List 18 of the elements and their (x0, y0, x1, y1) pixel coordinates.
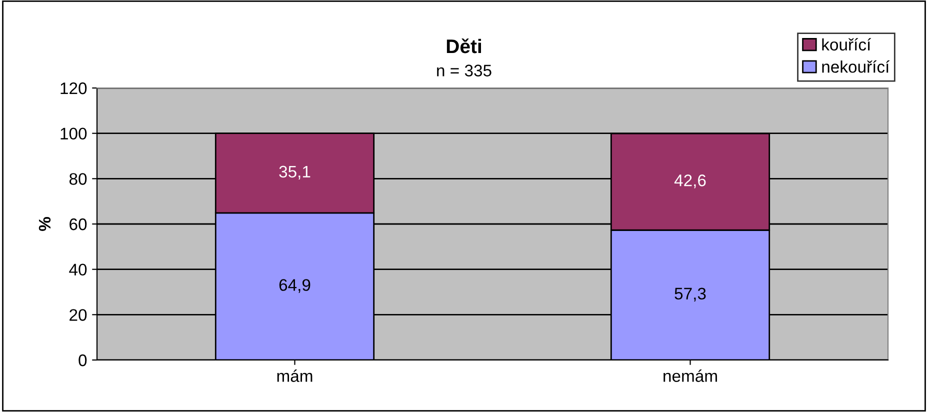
legend-label: kouřící (822, 38, 872, 51)
y-tick-label: 0 (78, 354, 87, 366)
chart-subtitle: n = 335 (437, 64, 492, 76)
data-label: 64,9 (279, 279, 310, 293)
legend-label: nekouřící (822, 60, 890, 73)
y-tick-label: 80 (69, 173, 87, 185)
data-label: 42,6 (674, 174, 706, 188)
x-tick-label: nemám (664, 370, 717, 382)
x-tick-label: mám (277, 370, 312, 382)
y-tick-label: 100 (60, 128, 87, 140)
data-label: 57,3 (674, 288, 706, 302)
y-tick-label: 40 (69, 264, 87, 276)
y-tick-label: 20 (70, 309, 87, 321)
y-axis-title: % (38, 217, 51, 231)
y-tick-label: 120 (60, 82, 87, 94)
chart-title: Děti (446, 38, 481, 54)
data-label: 35,1 (279, 166, 310, 180)
y-tick-label: 60 (70, 218, 87, 230)
